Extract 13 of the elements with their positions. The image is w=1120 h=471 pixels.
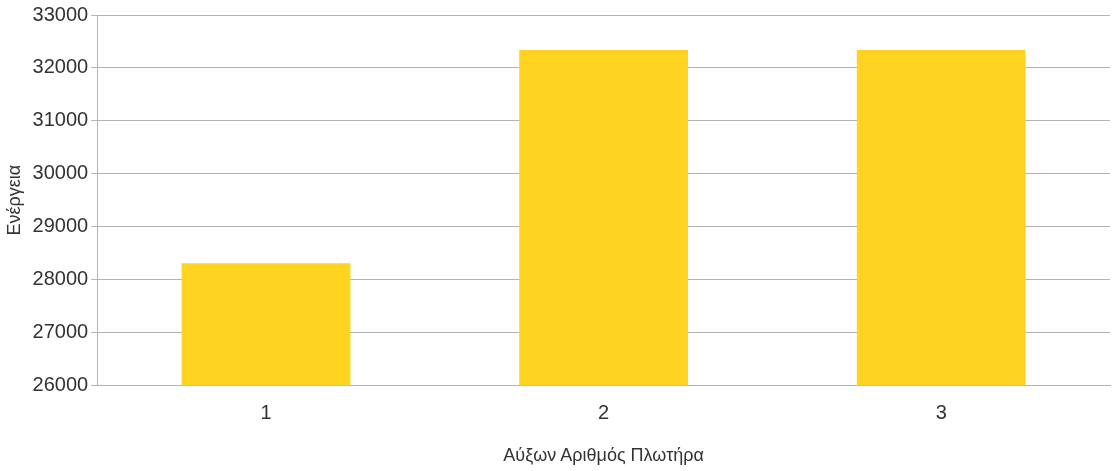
y-axis-title: Ενέργεια <box>3 164 24 236</box>
y-tick-label: 27000 <box>32 320 89 342</box>
x-tick-label: 1 <box>260 400 272 423</box>
x-tick-label: 2 <box>598 400 610 423</box>
y-tick-label: 28000 <box>32 267 89 290</box>
y-tick-label: 30000 <box>32 161 89 184</box>
y-tick-label: 33000 <box>32 2 89 25</box>
y-tick-label: 29000 <box>32 214 89 237</box>
x-tick-label: 3 <box>935 400 947 423</box>
y-tick-label: 32000 <box>32 55 89 78</box>
y-tick-label: 26000 <box>32 372 89 395</box>
x-axis-title: Αύξων Αριθμός Πλωτήρα <box>503 445 704 466</box>
y-tick-label: 31000 <box>32 108 89 131</box>
